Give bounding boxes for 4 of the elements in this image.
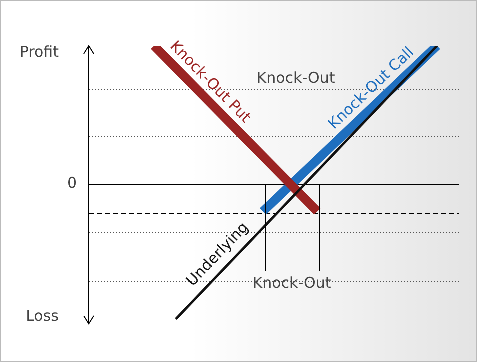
text: Loss [26, 306, 60, 325]
text: Profit [20, 42, 60, 61]
annotation: Knock-Out [252, 274, 332, 292]
ref-line-label: 0 [67, 174, 77, 192]
